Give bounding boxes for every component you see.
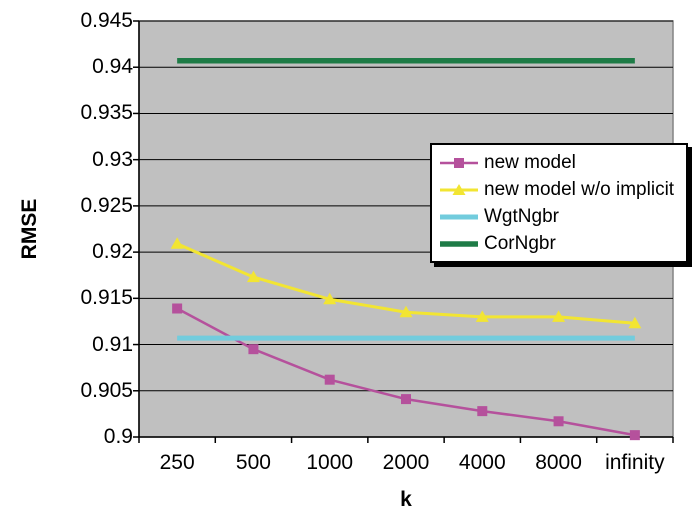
y-tick-label-0.925: 0.925 [80, 193, 133, 217]
y-tick-label-0.91: 0.91 [92, 332, 133, 356]
x-tick-label-infinity: infinity [605, 451, 665, 474]
marker-triangle-new-model-w-o-implicit [323, 292, 337, 305]
marker-square-new-model [553, 416, 564, 427]
y-tick-label-0.945: 0.945 [80, 9, 133, 32]
marker-triangle-new-model-w-o-implicit [475, 310, 489, 322]
marker-square-new-model [324, 374, 335, 385]
marker-square-new-model [477, 406, 488, 417]
y-tick-label-0.94: 0.94 [92, 55, 133, 79]
legend-item-new-model-w-o-implicit: new model w/o implicit [438, 176, 680, 203]
marker-square-new-model [248, 344, 259, 355]
y-tick-label-0.915: 0.915 [80, 286, 133, 310]
marker-square-new-model [401, 394, 411, 405]
y-axis-title: RMSE [18, 198, 41, 260]
legend-swatch-new-model-w-o-implicit [440, 183, 478, 195]
y-tick-label-0.93: 0.93 [92, 147, 133, 171]
y-tick-label-0.9: 0.9 [103, 425, 133, 448]
legend-item-new-model: new model [438, 149, 680, 176]
marker-triangle-new-model-w-o-implicit [246, 270, 260, 283]
legend-label-corngbr: CorNgbr [484, 232, 556, 254]
x-tick-label-500: 500 [235, 451, 271, 474]
legend-label-new-model-w-o-implicit: new model w/o implicit [484, 178, 675, 200]
legend-item-corngbr: CorNgbr [438, 230, 680, 257]
legend-swatch-corngbr [440, 240, 478, 247]
x-tick-label-2000: 2000 [382, 451, 430, 474]
x-tick-label-8000: 8000 [535, 451, 582, 474]
y-tick-label-0.905: 0.905 [80, 378, 133, 402]
marker-triangle-new-model-w-o-implicit [399, 305, 413, 318]
legend-box: new model new model w/o implicit WgtNgbr Co… [430, 143, 688, 263]
marker-triangle-new-model-w-o-implicit [552, 310, 566, 322]
x-tick-label-1000: 1000 [306, 451, 354, 474]
legend-label-wgtngbr: WgtNgbr [484, 205, 559, 227]
y-tick-label-0.92: 0.92 [92, 240, 133, 264]
marker-square-new-model [629, 430, 640, 441]
legend-swatch-wgtngbr [440, 214, 478, 219]
x-tick-label-250: 250 [159, 451, 195, 474]
legend-item-wgtngbr: WgtNgbr [438, 203, 680, 230]
x-tick-label-4000: 4000 [458, 451, 506, 474]
legend-swatch-new-model [440, 157, 478, 168]
y-tick-label-0.935: 0.935 [80, 101, 133, 125]
marker-triangle-new-model-w-o-implicit [628, 316, 642, 329]
legend-label-new-model: new model [484, 151, 576, 173]
marker-triangle-new-model-w-o-implicit [170, 237, 184, 249]
marker-square-new-model [172, 303, 183, 314]
x-axis-title: k [400, 488, 412, 511]
